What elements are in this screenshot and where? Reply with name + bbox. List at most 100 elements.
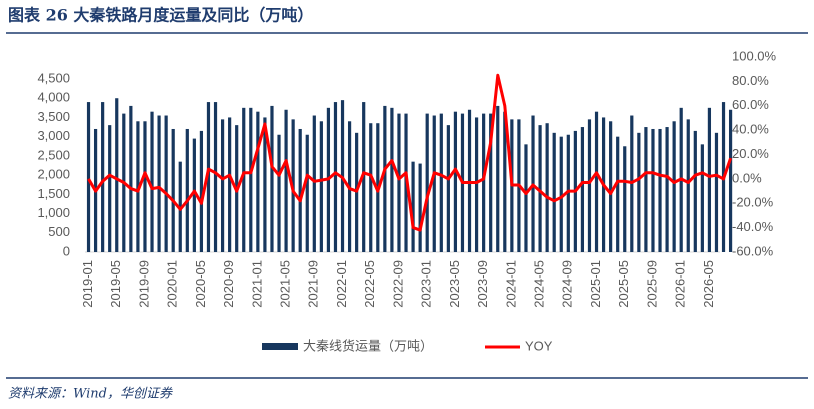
bar <box>566 134 570 252</box>
bar <box>439 113 443 252</box>
x-tick-label: 2022-09 <box>390 260 405 308</box>
bar <box>86 102 91 252</box>
bar <box>249 107 253 252</box>
x-tick-label: 2025-01 <box>588 260 603 308</box>
bar <box>178 161 182 252</box>
y2-tick-label: -20.0% <box>732 195 774 210</box>
bar <box>580 127 585 252</box>
y2-tick-label: 80.0% <box>732 73 769 88</box>
bar <box>397 113 401 252</box>
x-tick-label: 2026-01 <box>673 260 688 308</box>
x-tick-label: 2023-01 <box>419 260 434 308</box>
x-tick-label: 2021-05 <box>278 260 293 308</box>
source: 资料来源：Wind，华创证券 <box>8 387 173 402</box>
bar <box>115 98 119 252</box>
bar <box>213 102 218 252</box>
bar <box>637 132 641 252</box>
bar <box>446 125 450 252</box>
y-tick-label: 3,000 <box>37 128 70 143</box>
bar <box>150 111 154 252</box>
x-tick-label: 2022-01 <box>334 260 349 308</box>
y-tick-label: 4,500 <box>37 70 70 85</box>
bar <box>524 144 528 252</box>
bar <box>263 117 267 252</box>
bar <box>474 117 479 252</box>
bar <box>228 117 232 252</box>
bar <box>305 134 309 252</box>
bar <box>503 111 507 252</box>
bar <box>482 113 486 252</box>
bar <box>369 123 373 252</box>
bar <box>136 121 140 253</box>
y2-tick-label: 60.0% <box>732 97 769 112</box>
bar <box>467 109 472 252</box>
x-tick-label: 2019-09 <box>136 260 151 308</box>
bar <box>609 121 613 253</box>
y-tick-label: 3,500 <box>37 109 70 124</box>
bar <box>206 102 211 252</box>
bar <box>319 121 323 253</box>
bar <box>453 111 458 252</box>
bar <box>587 119 592 252</box>
bar <box>686 119 690 252</box>
x-tick-label: 2019-05 <box>108 260 123 308</box>
bar <box>220 119 225 252</box>
bar <box>192 138 196 252</box>
bar <box>185 128 189 252</box>
x-tick-label: 2020-05 <box>193 260 208 308</box>
bar <box>728 109 733 252</box>
bar <box>665 127 669 252</box>
x-tick-label: 2021-09 <box>306 260 321 308</box>
x-tick-label: 2023-09 <box>475 260 490 308</box>
bar <box>333 102 338 252</box>
bar <box>101 102 105 252</box>
y2-tick-label: 0.0% <box>732 170 762 185</box>
bar <box>616 136 620 252</box>
x-tick-label: 2022-05 <box>362 260 377 308</box>
x-tick-label: 2026-05 <box>701 260 716 308</box>
bar <box>432 115 436 253</box>
yoy-line <box>87 73 733 232</box>
legend-label: YOY <box>525 338 553 353</box>
y-tick-label: 2,000 <box>37 167 70 182</box>
bar <box>496 105 500 253</box>
y2-tick-label: 20.0% <box>732 146 769 161</box>
bar <box>411 161 415 252</box>
y-tick-label: 500 <box>48 224 70 239</box>
bar <box>714 132 719 252</box>
bar <box>552 132 556 252</box>
legend-swatch <box>262 343 298 350</box>
x-tick-label: 2025-05 <box>616 260 631 308</box>
x-tick-label: 2020-01 <box>165 260 180 308</box>
y2-tick-label: -60.0% <box>732 243 774 258</box>
bar <box>538 125 542 252</box>
bar <box>594 111 599 252</box>
x-tick-label: 2024-01 <box>503 260 518 308</box>
bar <box>707 107 712 252</box>
bar <box>693 130 697 252</box>
bar <box>418 163 422 252</box>
y-tick-label: 1,500 <box>37 186 70 201</box>
bar <box>425 113 429 252</box>
bar <box>623 146 627 252</box>
bar <box>256 111 260 252</box>
bar <box>284 109 288 252</box>
y-tick-label: 0 <box>63 243 70 258</box>
x-tick-label: 2024-09 <box>560 260 575 308</box>
bar <box>700 144 704 252</box>
bar <box>559 136 563 252</box>
bar <box>129 105 133 253</box>
bar <box>270 105 274 253</box>
x-tick-label: 2019-01 <box>80 260 95 308</box>
y-tick-label: 1,000 <box>37 205 70 220</box>
x-tick-label: 2021-01 <box>249 260 264 308</box>
bar <box>383 105 387 253</box>
bar <box>157 115 161 253</box>
bar <box>362 102 366 252</box>
bar <box>644 127 648 252</box>
bar <box>312 115 316 253</box>
y2-tick-label: 40.0% <box>732 122 769 137</box>
x-tick-label: 2024-05 <box>532 260 547 308</box>
bar <box>545 123 549 252</box>
bar <box>658 128 662 252</box>
